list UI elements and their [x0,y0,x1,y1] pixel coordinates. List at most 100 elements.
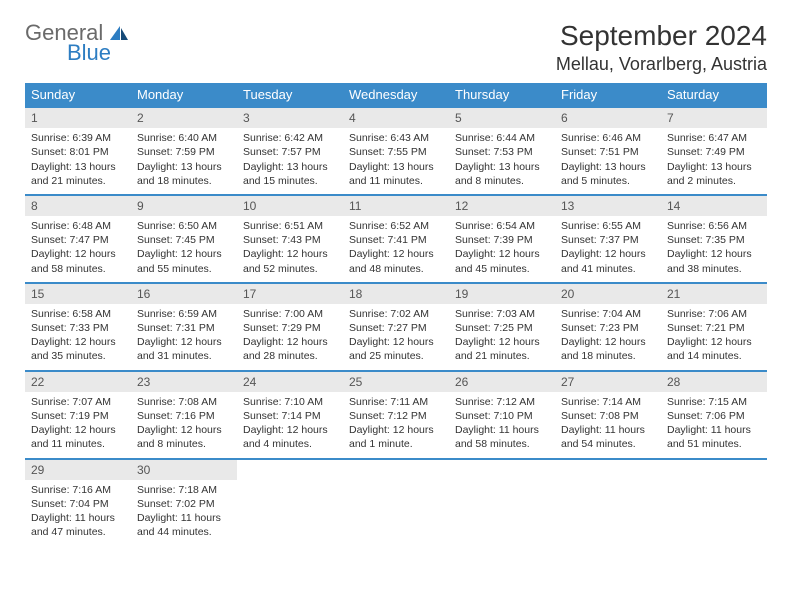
day-number: 16 [131,284,237,304]
day-number: 21 [661,284,767,304]
day-number: 11 [343,196,449,216]
weekday-header: Sunday [25,83,131,107]
calendar-cell: 28 Sunrise: 7:15 AMSunset: 7:06 PMDayligh… [661,371,767,459]
calendar-cell: 10Sunrise: 6:51 AMSunset: 7:43 PMDayligh… [237,195,343,283]
calendar-row: 8Sunrise: 6:48 AMSunset: 7:47 PMDaylight… [25,195,767,283]
day-number: 12 [449,196,555,216]
sunrise-text: Sunrise: 7:14 AM [561,395,655,409]
day-number: 20 [555,284,661,304]
sunset-text: Sunset: 7:45 PM [137,233,231,247]
calendar-cell: 14Sunrise: 6:56 AMSunset: 7:35 PMDayligh… [661,195,767,283]
day-number: 24 [237,372,343,392]
day-body: Sunrise: 6:48 AMSunset: 7:47 PMDaylight:… [25,216,131,282]
sunset-text: Sunset: 7:55 PM [349,145,443,159]
daylight-text: Daylight: 11 hours and 58 minutes. [455,423,549,451]
day-body: Sunrise: 6:56 AMSunset: 7:35 PMDaylight:… [661,216,767,282]
sunset-text: Sunset: 7:35 PM [667,233,761,247]
day-number: 1 [25,108,131,128]
day-body: Sunrise: 7:11 AMSunset: 7:12 PMDaylight:… [343,392,449,458]
day-body: Sunrise: 6:43 AMSunset: 7:55 PMDaylight:… [343,128,449,194]
sunrise-text: Sunrise: 7:11 AM [349,395,443,409]
weekday-header: Friday [555,83,661,107]
sunrise-text: Sunrise: 6:55 AM [561,219,655,233]
daylight-text: Daylight: 13 hours and 11 minutes. [349,160,443,188]
day-body: Sunrise: 7:14 AMSunset: 7:08 PMDaylight:… [555,392,661,458]
day-number: 27 [555,372,661,392]
daylight-text: Daylight: 12 hours and 1 minute. [349,423,443,451]
daylight-text: Daylight: 13 hours and 21 minutes. [31,160,125,188]
logo: General Blue [25,20,130,66]
day-body: Sunrise: 6:55 AMSunset: 7:37 PMDaylight:… [555,216,661,282]
calendar-cell: 19Sunrise: 7:03 AMSunset: 7:25 PMDayligh… [449,283,555,371]
calendar-cell: 17Sunrise: 7:00 AMSunset: 7:29 PMDayligh… [237,283,343,371]
daylight-text: Daylight: 12 hours and 45 minutes. [455,247,549,275]
day-number: 22 [25,372,131,392]
sunrise-text: Sunrise: 6:44 AM [455,131,549,145]
day-number: 6 [555,108,661,128]
calendar-cell: 13Sunrise: 6:55 AMSunset: 7:37 PMDayligh… [555,195,661,283]
day-number: 10 [237,196,343,216]
sunset-text: Sunset: 7:06 PM [667,409,761,423]
sunrise-text: Sunrise: 7:03 AM [455,307,549,321]
sunrise-text: Sunrise: 6:42 AM [243,131,337,145]
calendar-row: 1Sunrise: 6:39 AMSunset: 8:01 PMDaylight… [25,107,767,195]
calendar-cell: 20Sunrise: 7:04 AMSunset: 7:23 PMDayligh… [555,283,661,371]
day-body: Sunrise: 7:07 AMSunset: 7:19 PMDaylight:… [25,392,131,458]
sunrise-text: Sunrise: 7:04 AM [561,307,655,321]
daylight-text: Daylight: 12 hours and 28 minutes. [243,335,337,363]
day-number: 15 [25,284,131,304]
daylight-text: Daylight: 12 hours and 52 minutes. [243,247,337,275]
daylight-text: Daylight: 12 hours and 8 minutes. [137,423,231,451]
daylight-text: Daylight: 11 hours and 54 minutes. [561,423,655,451]
calendar-cell: 4Sunrise: 6:43 AMSunset: 7:55 PMDaylight… [343,107,449,195]
day-body: Sunrise: 7:08 AMSunset: 7:16 PMDaylight:… [131,392,237,458]
calendar-cell [343,459,449,546]
sunset-text: Sunset: 7:59 PM [137,145,231,159]
day-number: 2 [131,108,237,128]
sunrise-text: Sunrise: 6:51 AM [243,219,337,233]
sunset-text: Sunset: 7:04 PM [31,497,125,511]
day-body: Sunrise: 7:00 AMSunset: 7:29 PMDaylight:… [237,304,343,370]
day-body: Sunrise: 7:18 AMSunset: 7:02 PMDaylight:… [131,480,237,546]
day-number: 5 [449,108,555,128]
sunrise-text: Sunrise: 6:50 AM [137,219,231,233]
weekday-header-row: Sunday Monday Tuesday Wednesday Thursday… [25,83,767,107]
sunset-text: Sunset: 7:21 PM [667,321,761,335]
day-number: 17 [237,284,343,304]
sunrise-text: Sunrise: 6:40 AM [137,131,231,145]
weekday-header: Thursday [449,83,555,107]
day-body: Sunrise: 7:10 AMSunset: 7:14 PMDaylight:… [237,392,343,458]
daylight-text: Daylight: 11 hours and 51 minutes. [667,423,761,451]
calendar-row: 29Sunrise: 7:16 AMSunset: 7:04 PMDayligh… [25,459,767,546]
day-number: 28 [661,372,767,392]
day-body: Sunrise: 7:16 AMSunset: 7:04 PMDaylight:… [25,480,131,546]
calendar-cell: 23Sunrise: 7:08 AMSunset: 7:16 PMDayligh… [131,371,237,459]
sunrise-text: Sunrise: 6:47 AM [667,131,761,145]
calendar-cell: 21Sunrise: 7:06 AMSunset: 7:21 PMDayligh… [661,283,767,371]
sunset-text: Sunset: 8:01 PM [31,145,125,159]
title-block: September 2024 Mellau, Vorarlberg, Austr… [556,20,767,75]
sunset-text: Sunset: 7:39 PM [455,233,549,247]
page-title: September 2024 [556,20,767,52]
day-body: Sunrise: 6:52 AMSunset: 7:41 PMDaylight:… [343,216,449,282]
sunset-text: Sunset: 7:33 PM [31,321,125,335]
header: General Blue September 2024 Mellau, Vora… [25,20,767,75]
day-body: Sunrise: 6:58 AMSunset: 7:33 PMDaylight:… [25,304,131,370]
daylight-text: Daylight: 12 hours and 14 minutes. [667,335,761,363]
calendar-row: 15Sunrise: 6:58 AMSunset: 7:33 PMDayligh… [25,283,767,371]
sunrise-text: Sunrise: 7:15 AM [667,395,761,409]
calendar-cell: 30Sunrise: 7:18 AMSunset: 7:02 PMDayligh… [131,459,237,546]
daylight-text: Daylight: 11 hours and 44 minutes. [137,511,231,539]
calendar-cell [237,459,343,546]
calendar-cell: 25Sunrise: 7:11 AMSunset: 7:12 PMDayligh… [343,371,449,459]
sunrise-text: Sunrise: 7:08 AM [137,395,231,409]
day-number: 7 [661,108,767,128]
sunset-text: Sunset: 7:41 PM [349,233,443,247]
daylight-text: Daylight: 12 hours and 25 minutes. [349,335,443,363]
day-number: 23 [131,372,237,392]
day-number: 14 [661,196,767,216]
day-number: 3 [237,108,343,128]
weekday-header: Saturday [661,83,767,107]
day-number: 25 [343,372,449,392]
calendar-cell: 6Sunrise: 6:46 AMSunset: 7:51 PMDaylight… [555,107,661,195]
